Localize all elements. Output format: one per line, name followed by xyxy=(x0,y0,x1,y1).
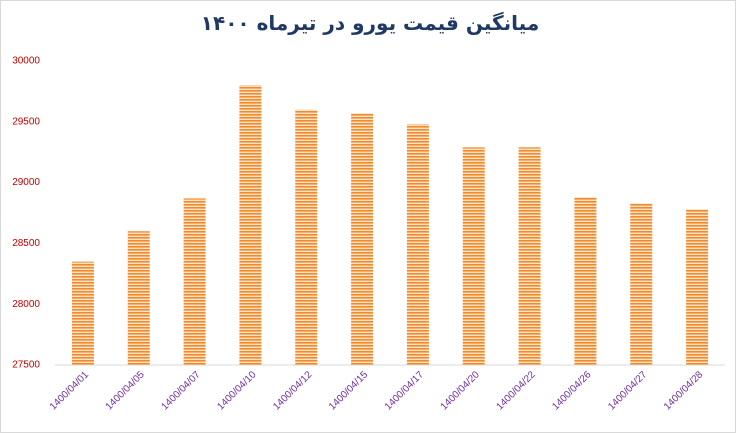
bar xyxy=(295,109,318,365)
y-tick-label: 27500 xyxy=(12,360,40,371)
bar xyxy=(686,209,709,365)
chart-title: میانگین قیمت یورو در تیرماه ۱۴۰۰ xyxy=(201,11,539,35)
bar xyxy=(518,147,541,365)
bar xyxy=(406,124,429,366)
bar xyxy=(239,85,262,365)
y-tick-label: 29500 xyxy=(12,116,40,127)
bar xyxy=(351,113,374,366)
bar xyxy=(183,198,206,365)
y-tick-label: 30000 xyxy=(12,56,40,67)
y-tick-label: 29000 xyxy=(12,177,40,188)
bar xyxy=(574,197,597,365)
bar xyxy=(630,203,653,365)
y-tick-label: 28500 xyxy=(12,238,40,249)
bar xyxy=(127,231,150,365)
bar xyxy=(462,147,485,365)
bar xyxy=(71,261,94,365)
y-tick-label: 28000 xyxy=(12,299,40,310)
